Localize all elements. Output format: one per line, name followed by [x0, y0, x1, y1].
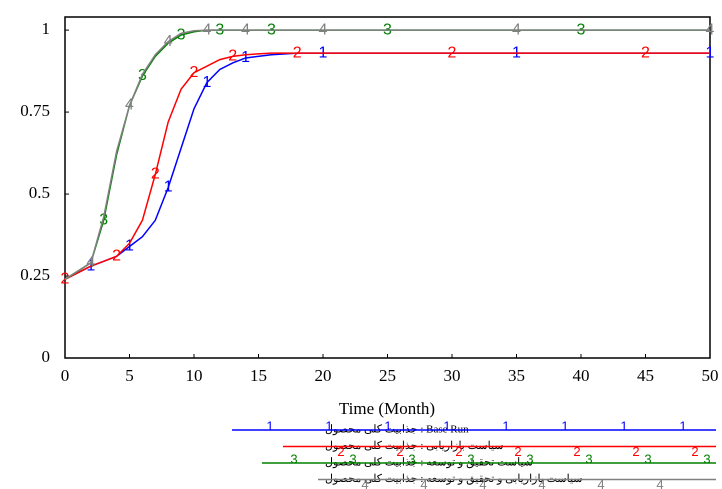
- legend-marker: 3: [703, 451, 710, 466]
- legend-marker: 1: [679, 418, 686, 433]
- series-marker: 4: [164, 33, 173, 50]
- series-marker: 4: [86, 254, 95, 271]
- series-marker: 4: [241, 21, 250, 38]
- series-marker: 1: [706, 44, 715, 61]
- legend-marker: 4: [538, 477, 545, 489]
- plot-frame: [64, 16, 711, 359]
- x-tick-label: 10: [186, 366, 203, 385]
- series-marker: 3: [177, 26, 186, 43]
- y-tick-label: 0.75: [20, 101, 50, 120]
- series-marker: 2: [228, 48, 237, 65]
- series-marker: 4: [202, 21, 211, 38]
- series-marker: 1: [164, 179, 173, 196]
- legend-marker: 1: [502, 418, 509, 433]
- legend-marker: 2: [514, 444, 521, 459]
- x-tick-label: 15: [250, 366, 267, 385]
- x-tick-label: 30: [444, 366, 461, 385]
- legend-marker: 4: [479, 477, 486, 489]
- legend-marker: 2: [691, 444, 698, 459]
- legend-marker: 1: [384, 418, 391, 433]
- series-marker: 2: [641, 44, 650, 61]
- series-marker: 3: [99, 212, 108, 229]
- series-line: [64, 29, 710, 280]
- x-tick-label: 0: [61, 366, 70, 385]
- series-marker: 2: [112, 248, 121, 265]
- legend-marker: 4: [656, 477, 663, 489]
- x-axis-label: Time (Month): [339, 399, 435, 418]
- y-tick-label: 1: [42, 19, 51, 38]
- series-marker: 2: [293, 44, 302, 61]
- series-marker: 2: [190, 64, 199, 81]
- x-tick-label: 40: [573, 366, 590, 385]
- x-tick-label: 5: [125, 366, 134, 385]
- y-tick-label: 0.5: [29, 183, 50, 202]
- legend-marker: 2: [632, 444, 639, 459]
- x-tick-label: 25: [379, 366, 396, 385]
- series-marker: 2: [151, 166, 160, 183]
- legend-marker: 1: [620, 418, 627, 433]
- series-line: [64, 52, 710, 280]
- legend-marker: 4: [597, 477, 604, 489]
- legend-marker: 1: [325, 418, 332, 433]
- legend-marker: 2: [337, 444, 344, 459]
- series-marker: 1: [241, 49, 250, 66]
- legend-marker: 1: [561, 418, 568, 433]
- legend-marker: 4: [361, 477, 368, 489]
- series-marker: 1: [125, 238, 134, 255]
- legend-marker: 3: [408, 451, 415, 466]
- series-line: [64, 52, 710, 280]
- x-tick-label: 50: [702, 366, 719, 385]
- series-marker: 4: [512, 21, 521, 38]
- legend-marker: 4: [420, 477, 427, 489]
- series-line: [64, 29, 710, 280]
- legend-marker: 3: [290, 451, 297, 466]
- series-marker: 4: [706, 21, 715, 38]
- x-tick-label: 35: [508, 366, 525, 385]
- legend-marker: 2: [573, 444, 580, 459]
- legend-marker: 3: [526, 451, 533, 466]
- series-marker: 4: [125, 97, 134, 114]
- y-tick-label: 0.25: [20, 265, 50, 284]
- legend-marker: 2: [455, 444, 462, 459]
- legend-marker: 1: [266, 418, 273, 433]
- series-marker: 2: [448, 44, 457, 61]
- legend-marker: 3: [349, 451, 356, 466]
- y-tick-label: 0: [42, 347, 51, 366]
- legend-marker: 3: [467, 451, 474, 466]
- legend-marker: 3: [585, 451, 592, 466]
- legend-marker: 1: [443, 418, 450, 433]
- series-marker: 4: [319, 21, 328, 38]
- legend-marker: 2: [396, 444, 403, 459]
- x-tick-label: 20: [315, 366, 332, 385]
- series-marker: 1: [202, 74, 211, 91]
- x-tick-label: 45: [637, 366, 654, 385]
- legend-marker: 3: [644, 451, 651, 466]
